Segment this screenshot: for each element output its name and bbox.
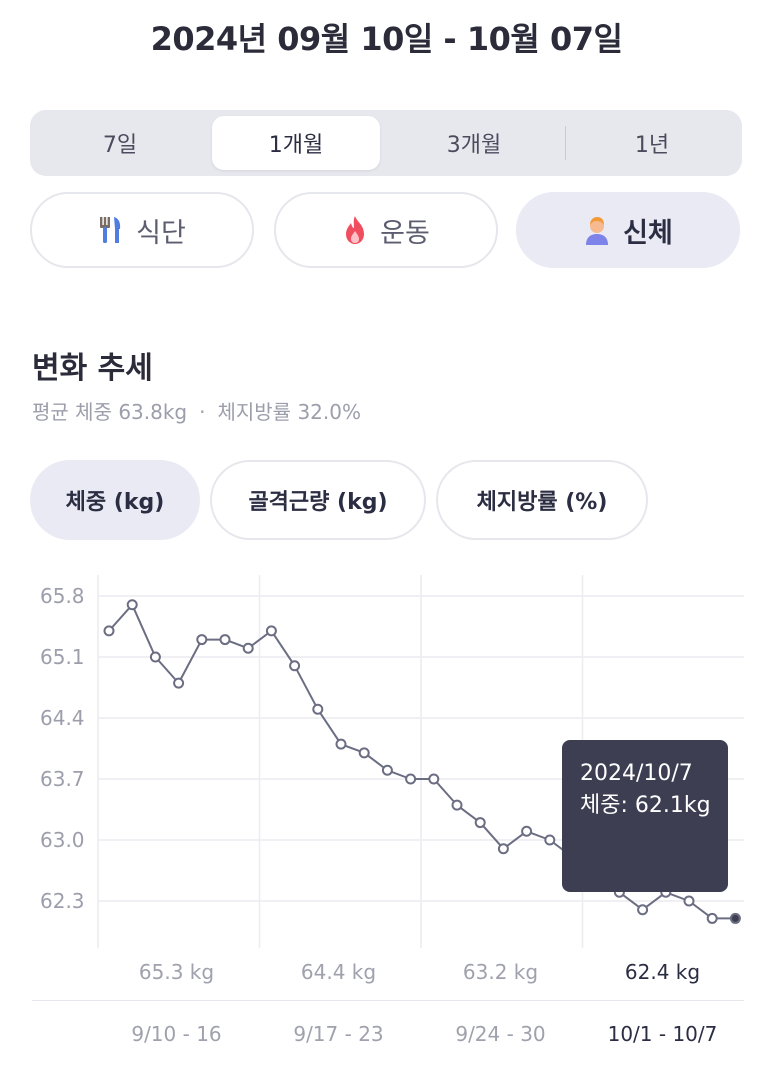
data-point [428, 773, 440, 785]
week-average-1: 65.3 kg [138, 960, 215, 984]
category-label-exercise: 운동 [380, 217, 430, 249]
data-point [451, 799, 463, 811]
body-fat-rate: 체지방률 32.0% [217, 400, 361, 424]
tab-1-year[interactable]: 1년 [634, 133, 670, 158]
week-range-2[interactable]: 9/17 - 23 [293, 1022, 384, 1046]
data-point [637, 904, 649, 916]
tooltip-date: 2024/10/7 [580, 761, 693, 786]
week-average-3: 63.2 kg [462, 960, 539, 984]
week-average-2: 64.4 kg [300, 960, 377, 984]
fire-icon [342, 215, 368, 245]
summary-separator: · [199, 400, 206, 424]
week-range-4[interactable]: 10/1 - 10/7 [607, 1022, 718, 1046]
trend-summary: 평균 체중 63.8kg · 체지방률 32.0% [32, 396, 361, 425]
metric-tab-body-fat[interactable]: 체지방률 (%) [436, 460, 648, 540]
weight-series-line [108, 603, 736, 920]
fork-knife-icon [98, 215, 124, 245]
data-point [521, 825, 533, 837]
chart-tooltip: 2024/10/7 체중: 62.1kg [562, 740, 728, 892]
y-tick-label: 65.8 [40, 584, 85, 608]
metric-tab-weight[interactable]: 체중 (kg) [30, 460, 200, 540]
data-point [265, 625, 277, 637]
data-point [381, 764, 393, 776]
y-tick-label: 62.3 [40, 889, 85, 913]
average-weight: 평균 체중 63.8kg [32, 400, 188, 424]
selected-data-point [729, 912, 741, 924]
trend-title: 변화 추세 [32, 351, 153, 386]
data-points [103, 599, 741, 924]
week-range-1[interactable]: 9/10 - 16 [131, 1022, 222, 1046]
y-axis-labels: 65.8 65.1 64.4 63.7 63.0 62.3 [40, 584, 85, 913]
data-point [242, 642, 254, 654]
y-tick-label: 65.1 [40, 645, 85, 669]
data-point [149, 651, 161, 663]
tab-3-months[interactable]: 3개월 [446, 133, 502, 158]
category-tab-exercise[interactable]: 운동 [274, 192, 498, 268]
category-label-body: 신체 [623, 217, 673, 249]
y-tick-label: 64.4 [40, 706, 85, 730]
person-icon [583, 215, 611, 245]
tab-7-days[interactable]: 7일 [102, 133, 138, 158]
week-average-4: 62.4 kg [624, 960, 701, 984]
data-point [683, 895, 695, 907]
data-point [358, 747, 370, 759]
series-line [108, 603, 736, 920]
y-tick-label: 63.7 [40, 767, 85, 791]
category-tab-diet[interactable]: 식단 [30, 192, 254, 268]
chart-divider [32, 1000, 744, 1001]
week-range-3[interactable]: 9/24 - 30 [455, 1022, 546, 1046]
data-point [706, 912, 718, 924]
data-point [544, 834, 556, 846]
category-label-diet: 식단 [136, 217, 186, 249]
data-point [173, 677, 185, 689]
data-point [103, 625, 115, 637]
y-tick-label: 63.0 [40, 828, 85, 852]
category-tab-body[interactable]: 신체 [516, 192, 740, 268]
segment-divider [565, 126, 566, 160]
data-point [219, 634, 231, 646]
tooltip-value: 체중: 62.1kg [580, 793, 711, 818]
data-point [497, 843, 509, 855]
page-title: 2024년 09월 10일 - 10월 07일 [150, 20, 623, 58]
data-point [126, 599, 138, 611]
data-point [196, 634, 208, 646]
data-point [312, 703, 324, 715]
data-point [335, 738, 347, 750]
data-point [405, 773, 417, 785]
period-segmented-control: 7일 1개월 3개월 1년 [30, 110, 742, 176]
metric-tab-muscle-mass[interactable]: 골격근량 (kg) [210, 460, 426, 540]
data-point [474, 817, 486, 829]
data-point [289, 660, 301, 672]
tab-1-month[interactable]: 1개월 [212, 116, 380, 170]
